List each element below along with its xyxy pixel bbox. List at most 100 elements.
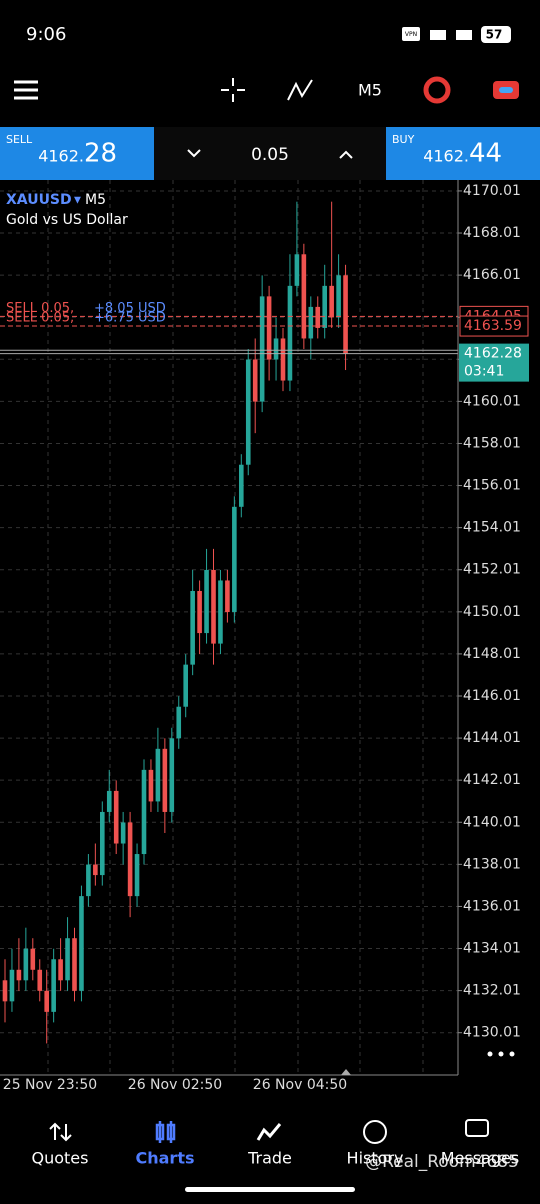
signal-icons bbox=[430, 30, 472, 40]
objects-button[interactable] bbox=[423, 76, 451, 104]
candle-body bbox=[315, 306, 321, 328]
indicators-button[interactable] bbox=[287, 79, 313, 101]
candle-body bbox=[141, 769, 147, 855]
buy-price-main: 4162. bbox=[423, 147, 469, 166]
menu-button[interactable] bbox=[14, 80, 38, 100]
clock: 9:06 bbox=[26, 24, 66, 45]
vpn-label: VPN bbox=[405, 31, 417, 38]
y-tick-label: 4158.01 bbox=[463, 435, 521, 451]
chart-timeframe: M5 bbox=[85, 192, 106, 208]
x-tick-label: 25 Nov 23:50 bbox=[3, 1077, 97, 1093]
candle-body bbox=[162, 748, 168, 812]
position-profit: +8.05 USD bbox=[94, 301, 166, 316]
candle-body bbox=[225, 580, 230, 613]
y-tick-label: 4132.01 bbox=[463, 983, 521, 999]
position-profit: +6.75 USD bbox=[94, 311, 166, 326]
buy-button[interactable] bbox=[386, 127, 540, 180]
candle-body bbox=[93, 864, 98, 876]
y-tick-label: 4160.01 bbox=[463, 393, 521, 409]
y-tick-label: 4142.01 bbox=[463, 772, 521, 788]
candle-body bbox=[120, 822, 126, 844]
y-tick-label: 4168.01 bbox=[463, 225, 521, 241]
symbol[interactable]: XAUUSD bbox=[6, 192, 72, 208]
sell-price-main: 4162. bbox=[38, 147, 84, 166]
symbol-description: Gold vs US Dollar bbox=[6, 212, 128, 228]
candle-body bbox=[51, 959, 56, 1012]
messages-icon bbox=[465, 1119, 489, 1137]
candle-body bbox=[218, 580, 223, 644]
vpn-box bbox=[402, 27, 420, 41]
nav-item[interactable]: History bbox=[347, 1149, 404, 1168]
y-tick-label: 4170.01 bbox=[463, 183, 521, 199]
nav-item[interactable]: Charts bbox=[136, 1149, 195, 1168]
candle-body bbox=[239, 464, 244, 507]
nav-item[interactable]: Quotes bbox=[32, 1149, 89, 1168]
time-marker bbox=[341, 1069, 351, 1075]
candle-body bbox=[183, 664, 188, 707]
candle-body bbox=[280, 338, 286, 381]
position-label: SELL 0.05, bbox=[6, 311, 74, 326]
nav-item[interactable]: Messages bbox=[441, 1149, 519, 1168]
candle-body bbox=[23, 948, 29, 981]
timeframe-button[interactable]: M5 bbox=[358, 81, 382, 100]
candle-body bbox=[65, 938, 70, 981]
candle-body bbox=[86, 864, 91, 897]
candle-body bbox=[9, 969, 15, 1002]
sell-price-big: 28 bbox=[84, 139, 117, 169]
candle-body bbox=[44, 990, 49, 1012]
candle-body bbox=[259, 296, 265, 402]
buy-price-big: 44 bbox=[469, 139, 502, 169]
candle-body bbox=[148, 769, 154, 802]
candle-body bbox=[79, 896, 84, 991]
position-price-box bbox=[459, 315, 529, 337]
volume-up[interactable] bbox=[339, 150, 353, 159]
quotes-icon bbox=[49, 1122, 72, 1142]
y-tick-label: 4134.01 bbox=[463, 941, 521, 957]
battery-level: 57 bbox=[486, 28, 503, 42]
bid-box bbox=[459, 343, 529, 382]
y-tick-label: 4144.01 bbox=[463, 730, 521, 746]
nav-item[interactable]: Trade bbox=[247, 1149, 292, 1168]
candle-body bbox=[176, 706, 182, 739]
candle-body bbox=[245, 359, 251, 465]
position-price: 4163.59 bbox=[464, 318, 522, 334]
volume-down[interactable] bbox=[187, 149, 201, 158]
candle-body bbox=[58, 959, 63, 981]
x-tick-label: 26 Nov 02:50 bbox=[128, 1077, 222, 1093]
battery bbox=[481, 26, 511, 43]
candle-body bbox=[197, 590, 202, 634]
symbol-caret: ▼ bbox=[74, 196, 81, 206]
candle-body bbox=[308, 306, 314, 339]
candle-body bbox=[329, 285, 334, 318]
candle-body bbox=[2, 980, 8, 1002]
more-button[interactable] bbox=[487, 1051, 515, 1057]
candle-body bbox=[204, 569, 209, 634]
trade-icon bbox=[256, 1123, 282, 1141]
volume[interactable]: 0.05 bbox=[251, 145, 289, 165]
candle-body bbox=[266, 296, 272, 360]
candle-body bbox=[343, 275, 348, 354]
sell-button[interactable] bbox=[0, 127, 154, 180]
candle-body bbox=[322, 285, 327, 328]
candle-body bbox=[190, 590, 195, 665]
candle-body bbox=[169, 738, 175, 812]
y-tick-label: 4140.01 bbox=[463, 814, 521, 830]
y-tick-label: 4150.01 bbox=[463, 604, 521, 620]
crosshair-button[interactable] bbox=[221, 78, 245, 102]
history-icon bbox=[363, 1120, 387, 1144]
y-tick-label: 4152.01 bbox=[463, 562, 521, 578]
y-tick-label: 4156.01 bbox=[463, 478, 521, 494]
bar-timer: 03:41 bbox=[464, 364, 504, 380]
y-tick-label: 4148.01 bbox=[463, 646, 521, 662]
candle-body bbox=[37, 969, 43, 991]
candle-body bbox=[30, 948, 36, 970]
x-tick-label: 26 Nov 04:50 bbox=[253, 1077, 347, 1093]
candle-body bbox=[127, 822, 133, 897]
home-indicator bbox=[185, 1187, 355, 1192]
chart: 4170.014168.014166.014164.014162.014160.… bbox=[0, 180, 529, 1093]
candle-body bbox=[106, 790, 112, 812]
sell-label: SELL bbox=[6, 133, 33, 146]
y-tick-label: 4136.01 bbox=[463, 898, 521, 914]
